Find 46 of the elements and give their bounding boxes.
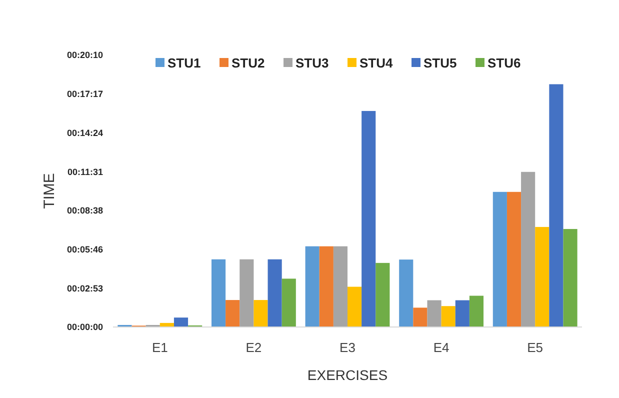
bar bbox=[240, 259, 254, 327]
y-tick-label: 00:14:24 bbox=[66, 128, 103, 138]
bar bbox=[362, 110, 376, 327]
legend-label: STU2 bbox=[232, 56, 265, 71]
x-tick-label: E1 bbox=[152, 340, 168, 355]
legend-label: STU5 bbox=[424, 56, 457, 71]
bar bbox=[469, 296, 484, 327]
x-axis-title: EXERCISES bbox=[307, 367, 388, 383]
y-axis-title: TIME bbox=[41, 173, 58, 209]
legend-label: STU4 bbox=[360, 56, 394, 71]
bar bbox=[268, 259, 282, 327]
y-tick-label: 00:17:17 bbox=[66, 89, 103, 100]
bar bbox=[333, 246, 348, 327]
x-tick-label: E2 bbox=[246, 340, 262, 355]
x-tick-label: E3 bbox=[340, 340, 356, 355]
bar bbox=[399, 260, 414, 327]
bar bbox=[211, 259, 226, 327]
bar bbox=[535, 226, 550, 327]
y-tick-label: 00:00:00 bbox=[66, 322, 103, 332]
bar bbox=[455, 300, 470, 327]
legend-label: STU1 bbox=[168, 56, 201, 71]
bar bbox=[441, 306, 456, 327]
bar bbox=[305, 246, 320, 327]
bar bbox=[226, 300, 240, 327]
y-tick-label: 00:02:53 bbox=[66, 283, 103, 294]
legend-label: STU6 bbox=[488, 56, 521, 71]
y-tick-label: 00:11:31 bbox=[67, 166, 103, 177]
bar bbox=[427, 300, 442, 327]
bar bbox=[413, 308, 428, 327]
bar bbox=[549, 84, 564, 327]
bar bbox=[348, 286, 362, 327]
bar bbox=[506, 192, 522, 327]
bar bbox=[254, 300, 268, 327]
y-tick-label: 00:05:46 bbox=[66, 244, 103, 254]
bar bbox=[521, 172, 536, 327]
bar bbox=[282, 278, 296, 327]
y-tick-label: 00:20:10 bbox=[66, 50, 103, 60]
bar bbox=[492, 192, 507, 327]
x-tick-label: E4 bbox=[433, 340, 450, 355]
bar bbox=[319, 246, 334, 327]
bar bbox=[174, 318, 188, 327]
x-tick-label: E5 bbox=[527, 340, 544, 355]
bar bbox=[563, 228, 578, 327]
bar bbox=[376, 262, 390, 327]
y-tick-label: 00:08:38 bbox=[66, 206, 103, 216]
legend-label: STU3 bbox=[296, 56, 329, 71]
